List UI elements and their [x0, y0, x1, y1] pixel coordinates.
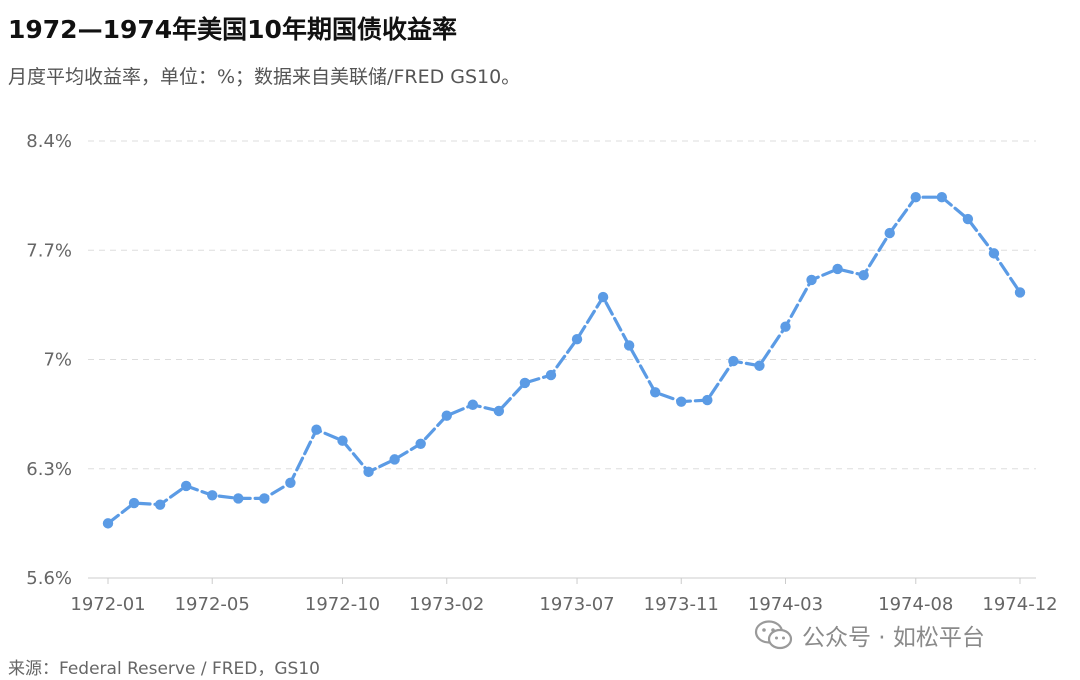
data-point — [102, 518, 114, 529]
y-tick-label: 6.3% — [26, 459, 72, 480]
data-point — [1014, 287, 1026, 298]
data-point — [154, 499, 166, 510]
watermark-text: 公众号 · 如松平台 — [802, 625, 985, 651]
data-point — [936, 191, 948, 203]
data-point — [650, 387, 661, 398]
x-tick-label: 1974-08 — [878, 594, 953, 615]
data-point — [285, 477, 296, 488]
data-point — [676, 396, 687, 407]
data-point — [337, 435, 348, 446]
source-note: 来源：Federal Reserve / FRED，GS10 — [8, 659, 320, 679]
x-tick-label: 1972-01 — [70, 594, 145, 615]
data-point — [389, 454, 400, 465]
data-point — [180, 480, 192, 492]
data-point — [728, 355, 739, 367]
data-point — [884, 227, 895, 239]
data-point — [832, 263, 843, 275]
x-tick-label: 1973-07 — [539, 594, 614, 615]
y-tick-label: 7.7% — [26, 240, 72, 261]
chart-title: 1972—1974年美国10年期国债收益率 — [8, 15, 457, 44]
y-tick-label: 7% — [43, 350, 72, 371]
x-tick-label: 1974-12 — [982, 594, 1057, 615]
data-point — [128, 497, 140, 509]
x-tick-label: 1972-05 — [175, 594, 250, 615]
data-point — [467, 399, 478, 410]
data-point — [597, 291, 609, 303]
data-point — [259, 493, 270, 504]
x-tick-label: 1973-02 — [409, 594, 484, 615]
data-point — [493, 405, 505, 417]
data-point — [415, 438, 426, 449]
data-point — [754, 360, 765, 371]
x-tick-label: 1973-11 — [644, 594, 719, 615]
data-point — [702, 394, 713, 406]
data-point — [962, 213, 974, 225]
watermark: 公众号 · 如松平台 — [754, 618, 985, 652]
y-tick-label: 8.4% — [26, 131, 72, 152]
series-line — [106, 195, 1022, 526]
y-axis-ticks: 5.6% 6.3% 7% 7.7% 8.4% — [26, 131, 72, 589]
data-points — [102, 191, 1026, 529]
wechat-icon — [754, 620, 793, 650]
data-point — [545, 369, 557, 381]
y-tick-label: 5.6% — [26, 568, 72, 589]
chart-subtitle: 月度平均收益率，单位：%；数据来自美联储/FRED GS10。 — [8, 66, 521, 88]
data-point — [988, 248, 1000, 259]
data-point — [571, 334, 583, 345]
data-point — [780, 321, 791, 332]
data-point — [623, 340, 635, 351]
x-axis-ticks: 1972-01 1972-05 1972-10 1973-02 1973-07 1973-… — [70, 578, 1058, 615]
data-point — [363, 466, 374, 478]
x-tick-label: 1972-10 — [305, 594, 380, 615]
data-point — [910, 191, 921, 203]
line-chart: 5.6% 6.3% 7% 7.7% 8.4% 1972-01 1972-05 1972-10… — [26, 131, 1058, 615]
x-tick-label: 1974-03 — [748, 594, 823, 615]
data-point — [441, 410, 452, 421]
data-point — [207, 490, 218, 501]
data-point — [806, 274, 817, 286]
data-point — [233, 493, 244, 504]
data-point — [519, 377, 531, 389]
data-point — [858, 270, 869, 281]
data-point — [311, 424, 322, 435]
series-line-layer — [106, 195, 1022, 526]
